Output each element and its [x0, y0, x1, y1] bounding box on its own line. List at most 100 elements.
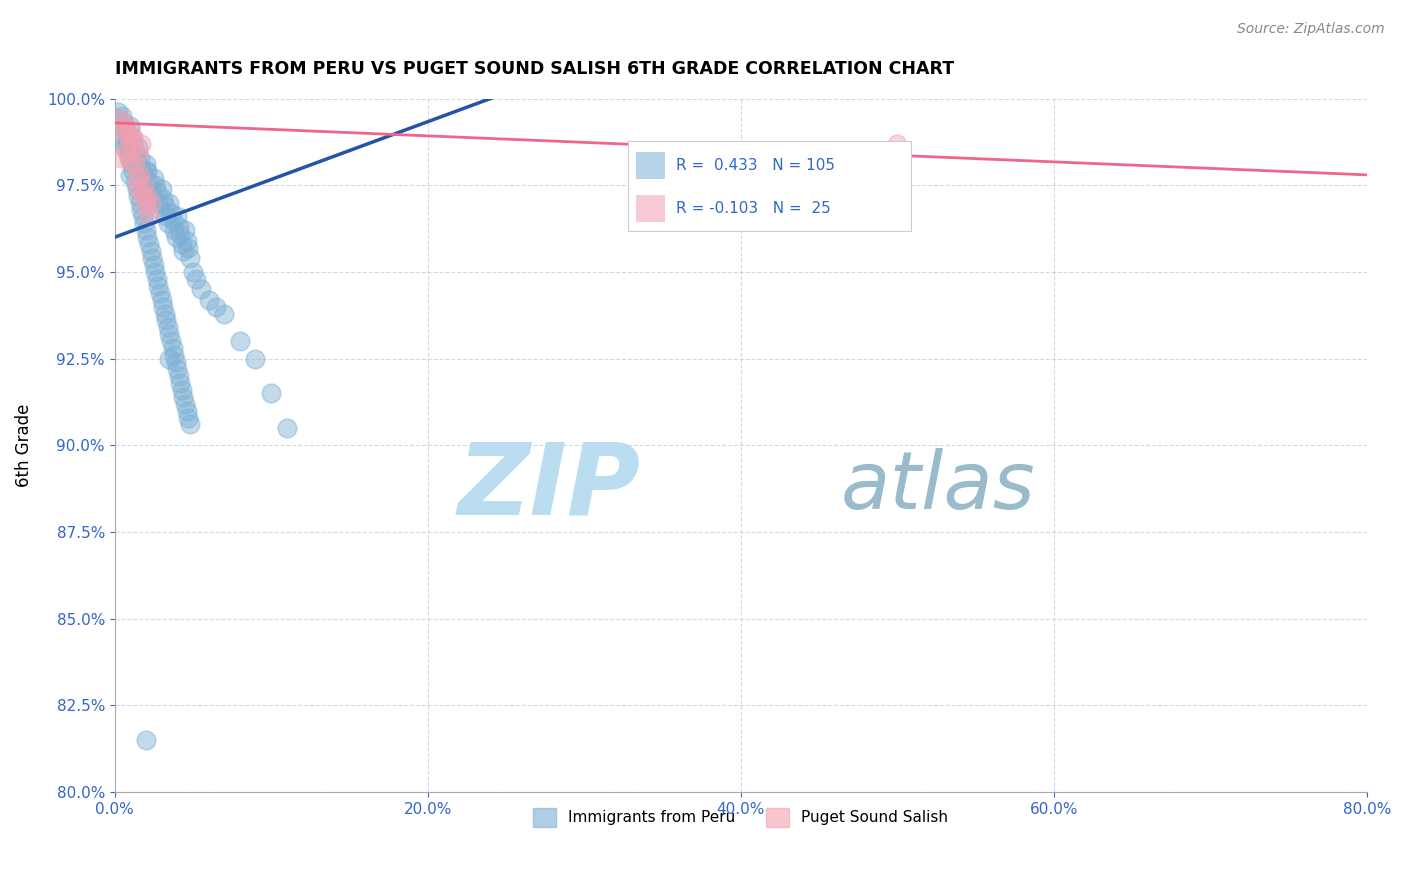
Point — [153, 199, 176, 213]
Point — [152, 300, 174, 314]
Point — [121, 157, 143, 171]
Point — [177, 241, 200, 255]
Point — [112, 116, 135, 130]
Point — [136, 230, 159, 244]
Point — [139, 195, 162, 210]
Legend: Immigrants from Peru, Puget Sound Salish: Immigrants from Peru, Puget Sound Salish — [527, 802, 955, 833]
Point — [163, 348, 186, 362]
Point — [125, 171, 148, 186]
Point — [118, 144, 141, 158]
Y-axis label: 6th Grade: 6th Grade — [15, 403, 32, 487]
Point — [136, 164, 159, 178]
Point — [177, 410, 200, 425]
Point — [157, 195, 180, 210]
Point — [150, 293, 173, 307]
Point — [136, 188, 159, 202]
Point — [153, 307, 176, 321]
Point — [120, 168, 142, 182]
Point — [120, 153, 142, 168]
Point — [148, 278, 170, 293]
Point — [197, 293, 219, 307]
Point — [124, 147, 146, 161]
Point — [165, 355, 187, 369]
Point — [165, 230, 187, 244]
Point — [174, 223, 197, 237]
Point — [169, 227, 191, 241]
Point — [114, 123, 136, 137]
Point — [141, 188, 163, 202]
Point — [127, 147, 149, 161]
Point — [132, 210, 155, 224]
Point — [111, 133, 134, 147]
Point — [120, 123, 142, 137]
Point — [167, 368, 190, 383]
Point — [155, 313, 177, 327]
Point — [111, 123, 134, 137]
Point — [132, 168, 155, 182]
Point — [260, 386, 283, 401]
Point — [184, 272, 207, 286]
Point — [114, 144, 136, 158]
Point — [143, 178, 166, 193]
Point — [148, 195, 170, 210]
Point — [121, 129, 143, 144]
Point — [129, 161, 152, 175]
Point — [146, 185, 169, 199]
Point — [135, 199, 157, 213]
FancyBboxPatch shape — [637, 195, 665, 222]
Point — [132, 188, 155, 202]
Point — [167, 219, 190, 234]
Point — [152, 192, 174, 206]
Point — [162, 341, 184, 355]
Point — [128, 168, 150, 182]
Point — [118, 151, 141, 165]
Point — [128, 195, 150, 210]
Point — [127, 188, 149, 202]
Point — [138, 237, 160, 252]
Point — [157, 327, 180, 342]
Point — [112, 116, 135, 130]
Point — [135, 157, 157, 171]
Point — [179, 251, 201, 265]
Text: atlas: atlas — [841, 448, 1036, 526]
Point — [181, 265, 204, 279]
Point — [138, 175, 160, 189]
Point — [134, 178, 156, 193]
Point — [179, 417, 201, 432]
Text: R =  0.433   N = 105: R = 0.433 N = 105 — [676, 158, 835, 173]
Point — [108, 112, 131, 127]
Text: R = -0.103   N =  25: R = -0.103 N = 25 — [676, 201, 831, 216]
Point — [162, 213, 184, 227]
Point — [127, 140, 149, 154]
Point — [120, 120, 142, 134]
Point — [115, 126, 138, 140]
Text: ZIP: ZIP — [457, 438, 641, 535]
Point — [174, 397, 197, 411]
FancyBboxPatch shape — [637, 153, 665, 179]
Point — [127, 182, 149, 196]
Point — [110, 151, 132, 165]
Point — [122, 164, 145, 178]
Point — [122, 136, 145, 151]
Point — [166, 210, 188, 224]
Point — [143, 265, 166, 279]
Point — [149, 202, 172, 217]
Point — [212, 307, 235, 321]
Point — [229, 334, 252, 349]
Point — [172, 390, 194, 404]
Point — [276, 421, 298, 435]
Point — [205, 300, 228, 314]
Point — [141, 251, 163, 265]
Point — [157, 351, 180, 366]
Point — [135, 733, 157, 747]
Point — [125, 182, 148, 196]
Point — [120, 147, 142, 161]
Point — [107, 105, 129, 120]
Point — [150, 182, 173, 196]
Point — [176, 403, 198, 417]
Point — [128, 151, 150, 165]
Point — [169, 376, 191, 390]
Point — [118, 133, 141, 147]
Point — [166, 362, 188, 376]
Point — [155, 210, 177, 224]
